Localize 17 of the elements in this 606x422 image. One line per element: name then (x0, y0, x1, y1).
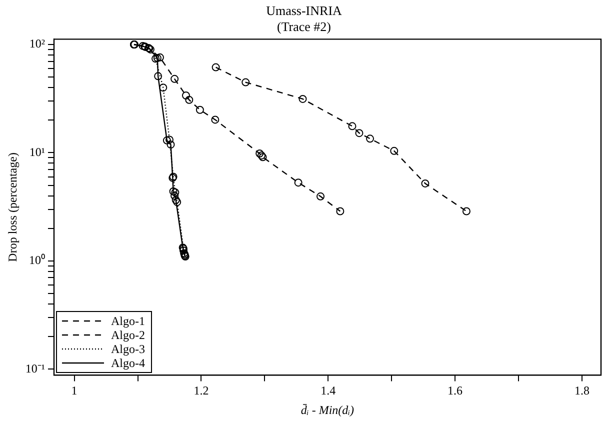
x-axis-title: d̄ᵢ - Min(dᵢ) (300, 402, 354, 417)
x-tick-label: 1.2 (194, 384, 209, 398)
x-tick-label: 1.8 (574, 384, 590, 398)
y-tick-label: 10⁻¹ (25, 361, 46, 376)
x-tick-label: 1.4 (320, 384, 336, 398)
chart-subtitle: (Trace #2) (276, 18, 332, 34)
legend-label: Algo-1 (110, 314, 145, 328)
y-tick-label: 10⁰ (29, 253, 45, 268)
legend-label: Algo-2 (110, 328, 145, 342)
x-tick-label: 1 (71, 384, 78, 398)
legend-label: Algo-3 (110, 342, 145, 356)
y-tick-label: 10² (29, 36, 46, 51)
chart-title: Umass-INRIA (266, 3, 343, 18)
y-axis-title: Drop loss (percentage) (5, 152, 20, 262)
legend-label: Algo-4 (110, 356, 145, 370)
y-tick-label: 10¹ (29, 144, 46, 159)
x-tick-label: 1.6 (448, 384, 463, 398)
